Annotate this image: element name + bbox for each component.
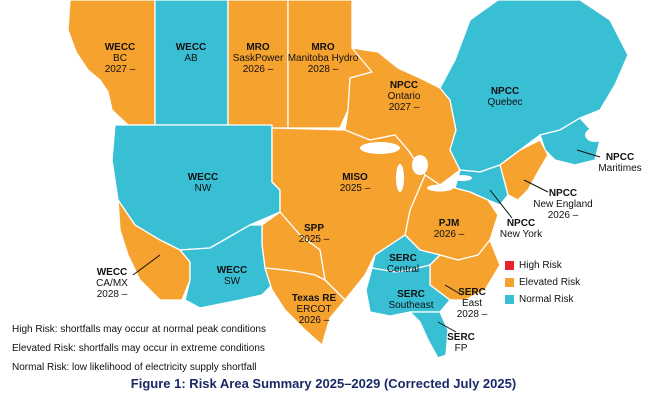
region-npcc-newengland xyxy=(499,139,549,201)
risk-area-map xyxy=(67,0,629,359)
label-wecc-bc: WECC BC 2027 – xyxy=(104,42,136,75)
label-npcc-ontario: NPCC Ontario 2027 – xyxy=(387,80,421,113)
legend-high-swatch xyxy=(505,261,514,270)
label-texas-re: Texas RE ERCOT 2026 – xyxy=(291,293,337,326)
leader-camx xyxy=(132,254,161,276)
note-normal: Normal Risk: low likelihood of electrici… xyxy=(12,362,257,373)
figure-caption: Figure 1: Risk Area Summary 2025–2029 (C… xyxy=(130,376,517,391)
leader-maritimes xyxy=(576,149,601,158)
note-elevated: Elevated Risk: shortfalls may occur in e… xyxy=(12,343,265,354)
legend-normal: Normal Risk xyxy=(505,291,580,308)
leader-newyork xyxy=(489,189,513,219)
label-serc-fp: SERC FP xyxy=(447,332,475,354)
label-wecc-ab: WECC AB xyxy=(175,42,207,64)
legend-elevated-label: Elevated Risk xyxy=(519,277,581,288)
label-serc-central: SERC Central xyxy=(386,253,420,275)
label-serc-southeast: SERC Southeast xyxy=(388,289,434,311)
label-wecc-nw: WECC NW xyxy=(187,172,219,194)
label-spp: SPP 2025 – xyxy=(298,223,330,245)
legend-elevated-swatch xyxy=(505,278,514,287)
region-texas-re xyxy=(264,267,346,346)
leader-serc-east xyxy=(444,284,463,296)
map-legend: High Risk Elevated Risk Normal Risk xyxy=(505,257,580,308)
leader-newengland xyxy=(523,179,549,193)
label-wecc-camx: WECC CA/MX 2028 – xyxy=(96,267,128,300)
label-npcc-newyork: NPCC New York xyxy=(499,218,543,240)
label-npcc-quebec: NPCC Quebec xyxy=(487,86,523,108)
lake-erie xyxy=(427,184,453,192)
region-npcc-maritimes xyxy=(539,117,601,166)
legend-normal-swatch xyxy=(505,295,514,304)
label-wecc-sw: WECC SW xyxy=(216,265,248,287)
label-mro-manitoba: MRO Manitoba Hydro 2028 – xyxy=(287,42,359,75)
region-wecc-sw xyxy=(179,224,273,309)
region-serc-fp xyxy=(409,311,449,359)
label-npcc-maritimes: NPCC Maritimes xyxy=(598,152,642,174)
lake-michigan xyxy=(396,164,404,192)
note-high: High Risk: shortfalls may occur at norma… xyxy=(12,324,266,335)
label-pjm: PJM 2026 – xyxy=(433,218,465,240)
legend-normal-label: Normal Risk xyxy=(519,294,574,305)
lake-superior xyxy=(360,142,400,154)
region-wecc-camx xyxy=(117,199,191,301)
label-npcc-newengland: NPCC New England 2026 – xyxy=(533,188,593,221)
label-mro-sask: MRO SaskPower 2026 – xyxy=(232,42,284,75)
lake-huron xyxy=(412,155,428,175)
legend-elevated: Elevated Risk xyxy=(505,274,580,291)
legend-high: High Risk xyxy=(505,257,580,274)
risk-definitions: High Risk: shortfalls may occur at norma… xyxy=(12,320,266,377)
gulf-st-lawrence xyxy=(585,128,605,142)
legend-high-label: High Risk xyxy=(519,260,562,271)
leader-serc-fp xyxy=(437,321,457,333)
label-serc-east: SERC East 2028 – xyxy=(456,287,488,320)
label-miso: MISO 2025 – xyxy=(339,172,371,194)
lake-ontario xyxy=(452,175,472,181)
region-serc-southeast xyxy=(365,264,451,317)
